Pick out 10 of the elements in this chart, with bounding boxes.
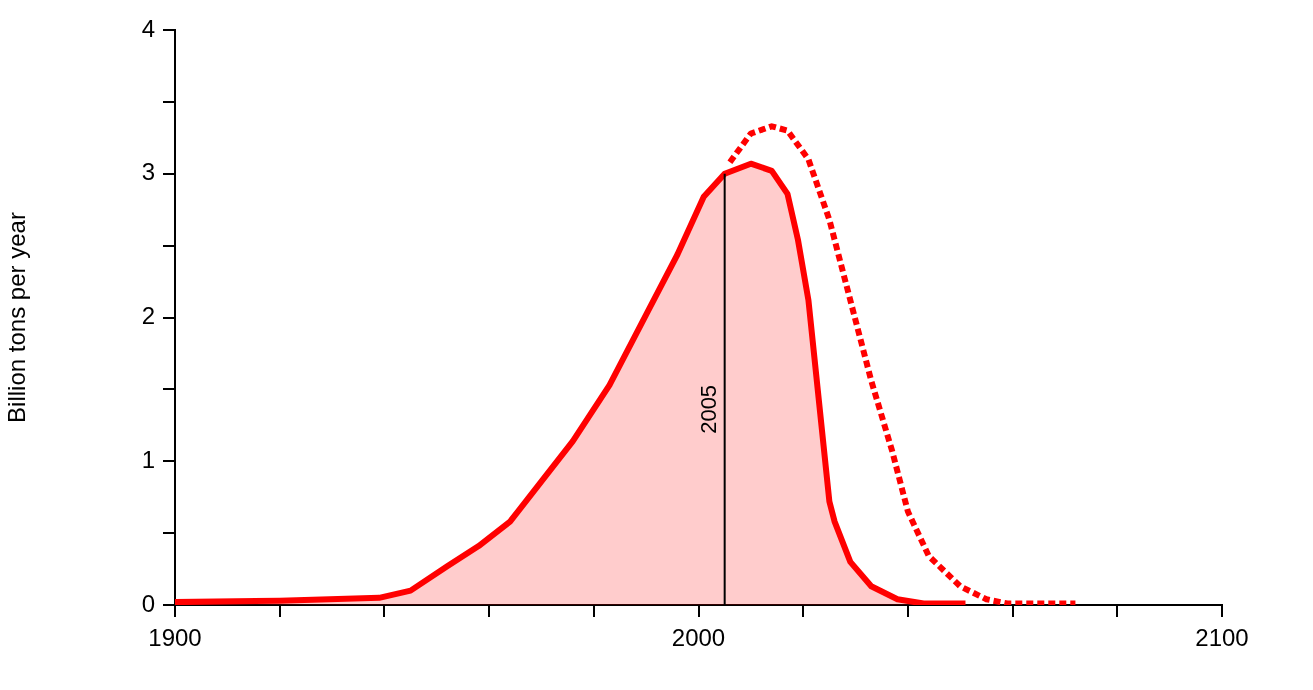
- y-tick-label: 3: [141, 158, 155, 186]
- x-tick-label: 2000: [671, 624, 726, 652]
- y-axis-title: Billion tons per year: [3, 212, 31, 423]
- ref-line-label: 2005: [695, 384, 721, 434]
- x-tick-label: 1900: [148, 624, 202, 652]
- y-tick-label: 4: [141, 14, 155, 42]
- y-tick-label: 1: [141, 445, 155, 473]
- y-tick-label: 0: [141, 589, 155, 617]
- y-tick-label: 2: [141, 302, 155, 330]
- x-tick-label: 2100: [1195, 624, 1249, 652]
